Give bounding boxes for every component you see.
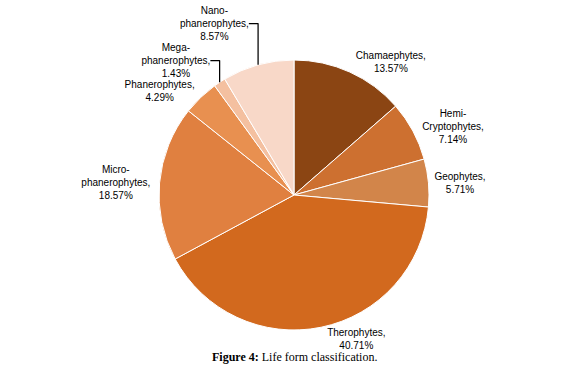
svg-text:Mega-phanerophytes,1.43%: Mega-phanerophytes,1.43% [141, 42, 210, 79]
svg-text:Chamaephytes,13.57%: Chamaephytes,13.57% [356, 50, 426, 74]
svg-text:Geophytes,5.71%: Geophytes,5.71% [434, 171, 485, 195]
svg-text:Hemi-Cryptophytes,7.14%: Hemi-Cryptophytes,7.14% [422, 108, 484, 145]
svg-text:Nano-phanerophytes,8.57%: Nano-phanerophytes,8.57% [180, 5, 249, 42]
svg-text:Phanerophytes,4.29%: Phanerophytes,4.29% [125, 79, 195, 103]
svg-text:Therophytes,40.71%: Therophytes,40.71% [327, 327, 385, 351]
svg-text:Micro-phanerophytes,18.57%: Micro-phanerophytes,18.57% [81, 164, 150, 201]
svg-text:Figure 4: Life form classifica: Figure 4: Life form classification. [212, 350, 377, 364]
